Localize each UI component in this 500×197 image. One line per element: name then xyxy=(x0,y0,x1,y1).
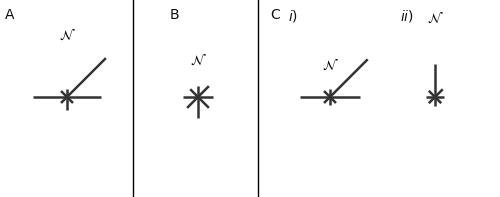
Text: $\mathcal{N}$: $\mathcal{N}$ xyxy=(426,10,444,26)
Text: B: B xyxy=(170,8,179,22)
Text: $\mathcal{N}$: $\mathcal{N}$ xyxy=(58,27,76,43)
Text: $\mathcal{N}$: $\mathcal{N}$ xyxy=(322,57,338,73)
Text: $ii)$: $ii)$ xyxy=(400,8,414,24)
Text: $\mathcal{N}$: $\mathcal{N}$ xyxy=(190,52,206,68)
Text: C: C xyxy=(270,8,280,22)
Text: $i)$: $i)$ xyxy=(288,8,298,24)
Text: A: A xyxy=(5,8,15,22)
